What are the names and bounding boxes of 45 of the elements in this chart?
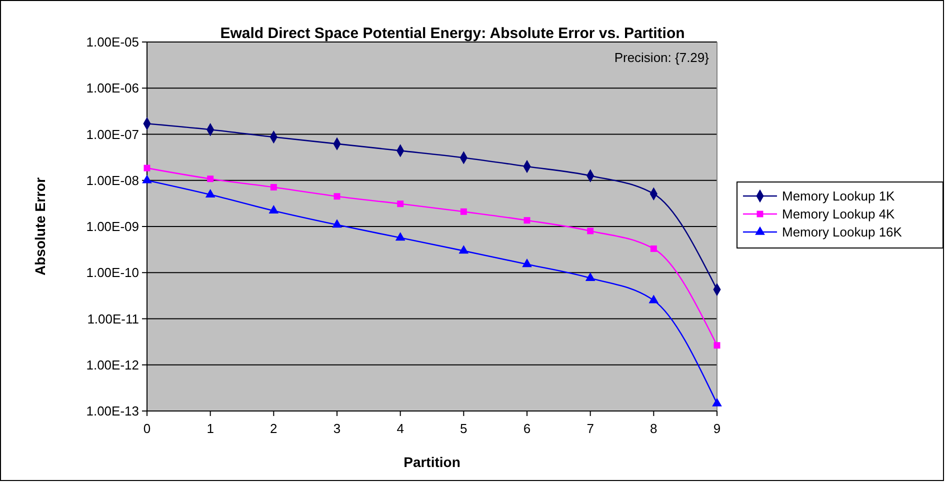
x-tick-label: 0 bbox=[143, 421, 151, 436]
x-axis-title: Partition bbox=[404, 454, 460, 470]
x-tick-label: 6 bbox=[523, 421, 531, 436]
y-tick-label: 1.00E-13 bbox=[86, 404, 139, 419]
point bbox=[650, 245, 657, 252]
y-axis-title: Absolute Error bbox=[32, 176, 48, 276]
x-tick-label: 7 bbox=[586, 421, 594, 436]
y-tick-label: 1.00E-11 bbox=[87, 311, 139, 326]
x-tick-label: 8 bbox=[650, 421, 658, 436]
y-tick-label: 1.00E-05 bbox=[86, 34, 139, 50]
point bbox=[524, 217, 530, 224]
point bbox=[332, 219, 342, 228]
point bbox=[144, 164, 150, 172]
x-tick-label: 3 bbox=[333, 421, 341, 436]
point bbox=[205, 188, 216, 198]
legend-label: Memory Lookup 16K bbox=[782, 224, 902, 240]
point bbox=[587, 228, 594, 234]
point bbox=[712, 398, 722, 406]
x-tick-label: 9 bbox=[713, 421, 721, 436]
point bbox=[397, 200, 404, 208]
y-tick-label: 1.00E-10 bbox=[86, 265, 139, 280]
annotation: Precision: {7.29} bbox=[614, 50, 710, 65]
y-tick-label: 1.00E-12 bbox=[86, 357, 139, 372]
point bbox=[585, 272, 596, 281]
point bbox=[648, 294, 659, 304]
y-tick-label: 1.00E-07 bbox=[86, 126, 139, 142]
point bbox=[207, 176, 214, 182]
point bbox=[522, 258, 532, 268]
x-tick-label: 4 bbox=[396, 421, 404, 436]
legend-label: Memory Lookup 1K bbox=[782, 188, 896, 204]
point bbox=[270, 184, 277, 190]
y-tick-label: 1.00E-08 bbox=[86, 172, 139, 188]
point bbox=[334, 193, 340, 200]
point bbox=[268, 205, 279, 214]
point bbox=[460, 208, 467, 215]
x-tick-label: 5 bbox=[460, 421, 468, 436]
x-tick-label: 2 bbox=[270, 421, 278, 436]
x-tick-label: 1 bbox=[206, 421, 214, 436]
point bbox=[395, 232, 406, 241]
point bbox=[458, 245, 469, 254]
y-tick-label: 1.00E-06 bbox=[86, 80, 139, 96]
chart-title: Ewald Direct Space Potential Energy: Absolute Error vs. Partition bbox=[220, 25, 685, 42]
y-tick-label: 1.00E-09 bbox=[86, 219, 139, 234]
point bbox=[714, 342, 720, 349]
legend-label: Memory Lookup 4K bbox=[782, 206, 896, 222]
